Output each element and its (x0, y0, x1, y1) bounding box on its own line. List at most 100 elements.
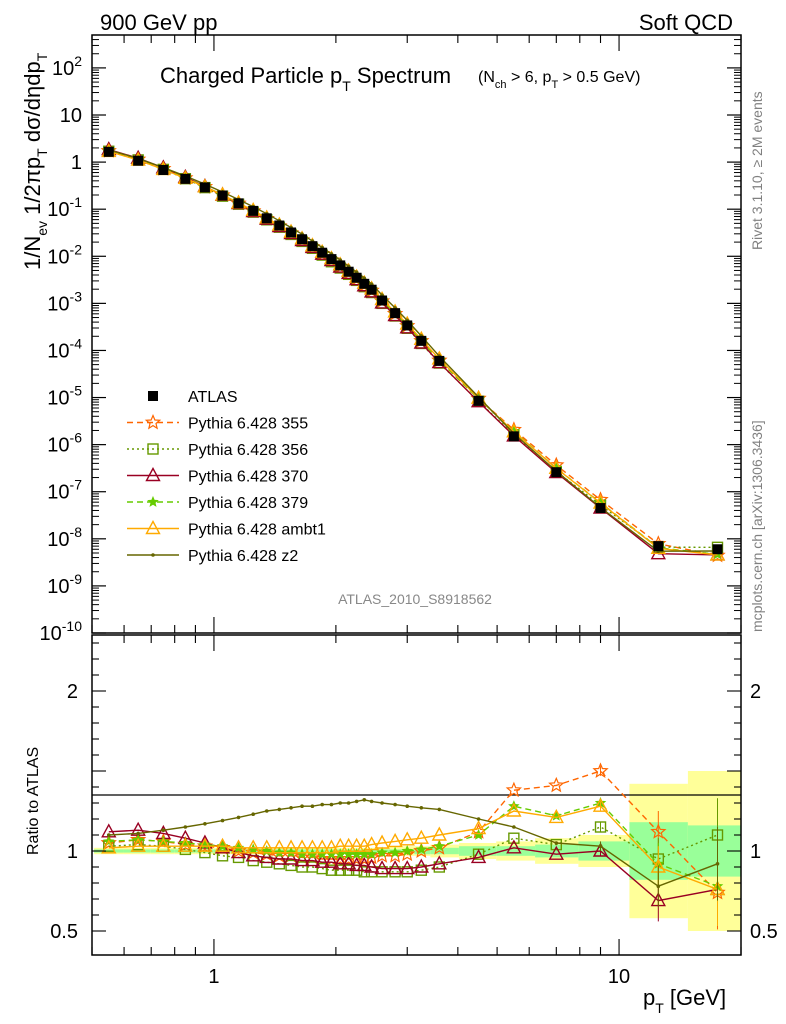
legend-label-p370: Pythia 6.428 370 (188, 469, 308, 486)
ratio-point-z2 (300, 804, 304, 808)
ratio-point-ambt1 (230, 839, 247, 854)
ratio-point-p355 (386, 847, 404, 863)
atlas-data-point (434, 355, 445, 366)
ratio-point-p370 (340, 855, 357, 870)
ratio-point-z2 (405, 804, 410, 808)
ratio-series-group (100, 762, 726, 930)
ratio-point-z2 (320, 802, 324, 807)
atlas-data-point (377, 295, 388, 306)
ratio-point-p356 (594, 821, 607, 833)
y-tick-label: 10-5 (47, 383, 82, 410)
y-tick-label: 10-1 (47, 194, 82, 221)
ratio-point-ambt1 (294, 839, 310, 854)
ratio-point-p370 (314, 853, 330, 868)
ratio-point-ambt1 (245, 839, 261, 854)
ratio-point-p370 (363, 858, 380, 873)
chart-cut-text: (Nch > 6, pT > 0.5 GeV) (478, 69, 640, 91)
y-tick-label: 10-4 (47, 335, 82, 362)
legend-marker-z2 (151, 553, 155, 557)
atlas-data-point (297, 234, 308, 245)
ratio-y-tick-label: 0.5 (50, 921, 78, 943)
ratio-point-ambt1 (177, 837, 194, 852)
atlas-data-point (261, 213, 272, 224)
ratio-point-p370 (431, 855, 447, 870)
main-series-group (100, 141, 726, 563)
ratio-point-ambt1 (130, 837, 146, 852)
ratio-point-p370 (356, 856, 372, 872)
x-tick-label: 1 (208, 966, 219, 988)
ratio-point-z2 (183, 825, 188, 829)
atlas-data-point (326, 254, 337, 265)
atlas-data-point (233, 198, 244, 209)
mcplots-label: mcplots.cern.ch [arXiv:1306.3436] (749, 420, 765, 632)
ratio-point-ambt1 (387, 832, 403, 848)
ratio-point-z2 (512, 825, 516, 829)
ratio-point-z2 (354, 799, 359, 804)
x-tick-label: 10 (608, 966, 630, 988)
ratio-point-ambt1 (304, 839, 321, 854)
ratio-y-tick-label-right: 0.5 (750, 921, 778, 943)
atlas-data-point (307, 241, 318, 252)
atlas-data-point (473, 395, 484, 406)
ratio-y-tick-label: 2 (67, 681, 78, 703)
ratio-point-z2 (136, 831, 140, 836)
ratio-point-p379 (365, 848, 378, 860)
ratio-y-axis-label: Ratio to ATLAS (25, 747, 42, 855)
ratio-point-p370 (197, 834, 213, 849)
legend-label-z2: Pythia 6.428 z2 (188, 548, 298, 565)
ratio-line-ambt1 (108, 805, 718, 891)
ratio-point-p379 (401, 844, 413, 856)
atlas-data-point (416, 335, 427, 346)
ratio-point-z2 (419, 806, 424, 810)
ratio-panel: 1 10 0.5 0.5 1 1 2 2 Ratio to ATLAS pT [GeV] (25, 634, 778, 1016)
legend-label-p379: Pythia 6.428 379 (188, 495, 308, 512)
ratio-point-p370 (413, 858, 429, 873)
y-tick-label: 102 (52, 53, 82, 80)
ratio-point-p356 (334, 864, 346, 876)
y-tick-label: 10-7 (47, 477, 82, 504)
atlas-data-point (653, 541, 664, 552)
ratio-point-ambt1 (506, 802, 522, 817)
series-line-p379 (108, 150, 718, 555)
ratio-point-z2 (161, 828, 166, 832)
ratio-point-p370 (323, 853, 340, 868)
ratio-point-p356 (508, 832, 520, 844)
legend-label-ambt1: Pythia 6.428 ambt1 (188, 522, 326, 539)
y-tick-label: 10-9 (47, 571, 82, 598)
atlas-data-point (158, 164, 169, 175)
atlas-data-point (595, 503, 606, 514)
ratio-point-ambt1 (340, 837, 357, 852)
uncertainty-band-inner (496, 846, 536, 856)
ratio-point-ambt1 (470, 820, 487, 835)
ratio-point-ambt1 (374, 834, 390, 849)
ratio-point-p379 (389, 846, 401, 858)
atlas-data-point (359, 278, 370, 289)
ratio-point-p370 (506, 839, 522, 854)
ratio-point-ambt1 (431, 826, 447, 841)
atlas-data-point (390, 308, 401, 319)
y-tick-label: 10 (60, 105, 82, 127)
ratio-point-z2 (437, 807, 442, 812)
main-y-axis-label: 1/Nev 1/2πpT dσ/dηdpT (20, 52, 50, 270)
atlas-data-point (508, 431, 519, 442)
ratio-point-ambt1 (197, 837, 213, 852)
atlas-data-point (351, 272, 362, 283)
atlas-data-point (317, 247, 328, 258)
ratio-point-ambt1 (271, 839, 287, 854)
main-panel: 10-10 10-9 10-8 10-7 10-6 10-5 10-4 10-3 10-2 10-… (20, 34, 742, 645)
ratio-point-ambt1 (323, 839, 340, 854)
ratio-point-z2 (106, 833, 111, 837)
ratio-point-p356 (325, 864, 338, 876)
ratio-point-z2 (289, 806, 293, 810)
title-sub: T (342, 78, 351, 94)
ratio-point-ambt1 (214, 837, 231, 852)
legend-marker-p379 (147, 495, 159, 507)
ratio-point-p370 (387, 860, 403, 875)
ratio-point-ambt1 (101, 839, 117, 854)
ratio-point-z2 (220, 818, 225, 823)
watermark: ATLAS_2010_S8918562 (338, 591, 492, 607)
atlas-data-point (366, 284, 377, 295)
ratio-point-p370 (470, 848, 487, 864)
ratio-point-ambt1 (348, 837, 365, 852)
